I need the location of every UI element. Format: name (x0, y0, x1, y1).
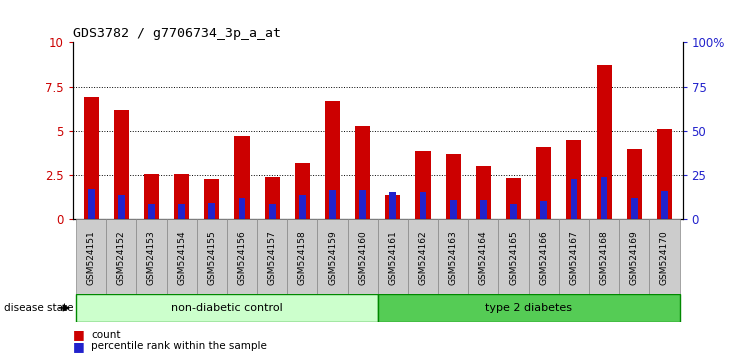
Bar (559, 219, 589, 294)
Bar (88, 188, 94, 219)
Text: GSM524151: GSM524151 (87, 231, 96, 285)
Bar (529, 219, 559, 294)
Bar (144, 175, 159, 219)
Text: GSM524169: GSM524169 (630, 231, 639, 285)
Bar (174, 175, 189, 219)
Bar (239, 198, 245, 219)
Text: ■: ■ (73, 340, 85, 353)
Text: percentile rank within the sample: percentile rank within the sample (91, 341, 267, 351)
Bar (415, 152, 431, 219)
Text: GDS3782 / g7706734_3p_a_at: GDS3782 / g7706734_3p_a_at (73, 27, 281, 40)
Bar (264, 177, 280, 219)
Bar (355, 126, 370, 219)
Bar (450, 200, 456, 219)
Text: ■: ■ (73, 328, 85, 341)
Bar (359, 190, 366, 219)
Text: GSM524156: GSM524156 (237, 231, 247, 285)
Text: GSM524165: GSM524165 (509, 231, 518, 285)
Text: non-diabetic control: non-diabetic control (171, 303, 283, 313)
Bar (329, 190, 336, 219)
Bar (295, 163, 310, 219)
Bar (114, 110, 128, 219)
Text: GSM524152: GSM524152 (117, 231, 126, 285)
Text: GSM524166: GSM524166 (539, 231, 548, 285)
Bar (571, 179, 577, 219)
Bar (476, 166, 491, 219)
Bar (627, 149, 642, 219)
Bar (208, 202, 215, 219)
Bar (537, 147, 551, 219)
Text: GSM524158: GSM524158 (298, 231, 307, 285)
Bar (178, 205, 185, 219)
Text: GSM524154: GSM524154 (177, 231, 186, 285)
Bar (378, 294, 680, 322)
Text: GSM524160: GSM524160 (358, 231, 367, 285)
Bar (106, 219, 137, 294)
Bar (657, 129, 672, 219)
Bar (287, 219, 318, 294)
Bar (204, 179, 219, 219)
Text: GSM524168: GSM524168 (599, 231, 609, 285)
Bar (601, 177, 607, 219)
Bar (661, 191, 668, 219)
Bar (420, 192, 426, 219)
Bar (257, 219, 287, 294)
Bar (83, 97, 99, 219)
Bar (378, 219, 408, 294)
Bar (166, 219, 196, 294)
Text: GSM524153: GSM524153 (147, 231, 156, 285)
Bar (137, 219, 166, 294)
Bar (385, 195, 401, 219)
Bar (227, 219, 257, 294)
Bar (596, 65, 612, 219)
Bar (469, 219, 499, 294)
Bar (506, 178, 521, 219)
Bar (540, 201, 548, 219)
Bar (299, 195, 306, 219)
Bar (408, 219, 438, 294)
Bar (390, 192, 396, 219)
Bar (499, 219, 529, 294)
Text: GSM524164: GSM524164 (479, 231, 488, 285)
Bar (347, 219, 378, 294)
Bar (76, 294, 378, 322)
Bar (148, 204, 155, 219)
Bar (118, 195, 125, 219)
Bar (438, 219, 469, 294)
Bar (631, 198, 638, 219)
Bar (566, 140, 582, 219)
Bar (510, 205, 517, 219)
Bar (76, 219, 106, 294)
Text: GSM524157: GSM524157 (268, 231, 277, 285)
Text: GSM524159: GSM524159 (328, 231, 337, 285)
Bar (196, 219, 227, 294)
Text: disease state: disease state (4, 303, 73, 313)
Text: GSM524163: GSM524163 (449, 231, 458, 285)
Text: GSM524167: GSM524167 (569, 231, 578, 285)
Bar (318, 219, 347, 294)
Text: count: count (91, 330, 120, 339)
Bar (650, 219, 680, 294)
Text: type 2 diabetes: type 2 diabetes (485, 303, 572, 313)
Text: GSM524170: GSM524170 (660, 231, 669, 285)
Text: GSM524162: GSM524162 (418, 231, 428, 285)
Text: GSM524155: GSM524155 (207, 231, 216, 285)
Bar (589, 219, 619, 294)
Bar (619, 219, 650, 294)
Bar (480, 200, 487, 219)
Text: GSM524161: GSM524161 (388, 231, 397, 285)
Bar (446, 154, 461, 219)
Bar (234, 136, 250, 219)
Bar (269, 205, 275, 219)
Bar (325, 101, 340, 219)
